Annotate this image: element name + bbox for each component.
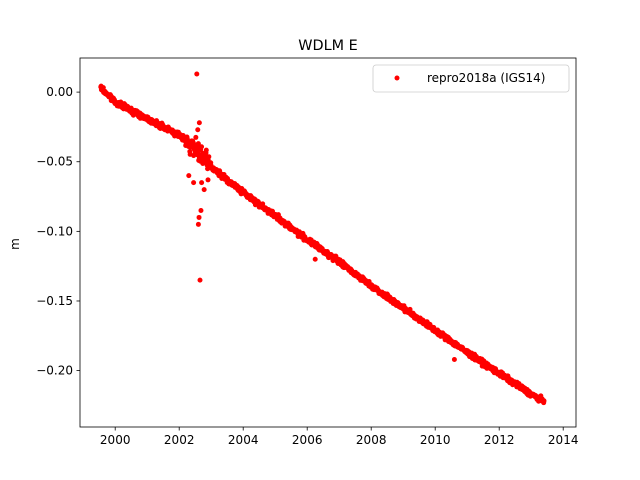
data-point — [541, 398, 547, 404]
data-point — [451, 356, 457, 362]
data-point — [194, 71, 200, 77]
legend-marker — [394, 75, 400, 81]
data-point — [191, 180, 197, 186]
data-point — [196, 214, 202, 220]
x-tick-label: 2000 — [100, 433, 131, 447]
data-point — [275, 212, 281, 218]
data-point — [196, 120, 202, 126]
y-tick-label: 0.00 — [46, 85, 73, 99]
y-tick-label: −0.05 — [36, 155, 73, 169]
data-point — [195, 221, 201, 227]
data-point — [199, 180, 205, 186]
legend: repro2018a (IGS14) — [372, 64, 570, 93]
x-axis: 2000 2002 2004 2006 2008 2010 2012 2014 — [100, 427, 579, 447]
y-tick-label: −0.10 — [36, 224, 73, 238]
data-point — [186, 173, 192, 179]
data-point — [206, 154, 212, 160]
x-tick-label: 2010 — [420, 433, 451, 447]
data-point — [199, 144, 205, 150]
data-point — [203, 147, 209, 153]
legend-entry: repro2018a (IGS14) — [427, 71, 545, 85]
y-axis: 0.00 −0.05 −0.10 −0.15 −0.20 — [36, 85, 80, 378]
x-tick-label: 2006 — [292, 433, 323, 447]
x-tick-label: 2014 — [548, 433, 579, 447]
legend-box — [372, 64, 570, 93]
data-point — [195, 127, 201, 133]
data-point — [201, 187, 207, 193]
data-point — [198, 207, 204, 213]
x-tick-label: 2004 — [228, 433, 259, 447]
chart-title: WDLM E — [298, 38, 357, 54]
x-tick-label: 2002 — [164, 433, 195, 447]
data-point — [205, 177, 211, 183]
plot-frame — [79, 57, 577, 428]
y-tick-label: −0.20 — [36, 364, 73, 378]
x-tick-label: 2008 — [356, 433, 387, 447]
data-point — [312, 256, 318, 262]
y-tick-label: −0.15 — [36, 294, 73, 308]
x-tick-label: 2012 — [484, 433, 515, 447]
y-axis-label: m — [8, 238, 22, 250]
data-point — [193, 134, 199, 140]
data-point — [467, 354, 473, 360]
data-point — [195, 141, 201, 147]
data-point — [197, 277, 203, 283]
data-points — [98, 71, 547, 406]
